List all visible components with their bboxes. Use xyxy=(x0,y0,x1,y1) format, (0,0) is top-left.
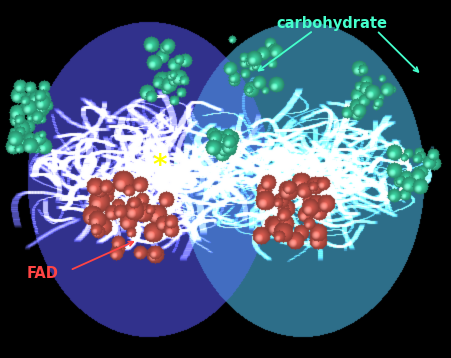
Text: *: * xyxy=(153,153,167,180)
Text: FAD: FAD xyxy=(27,266,59,281)
Text: carbohydrate: carbohydrate xyxy=(276,16,387,31)
